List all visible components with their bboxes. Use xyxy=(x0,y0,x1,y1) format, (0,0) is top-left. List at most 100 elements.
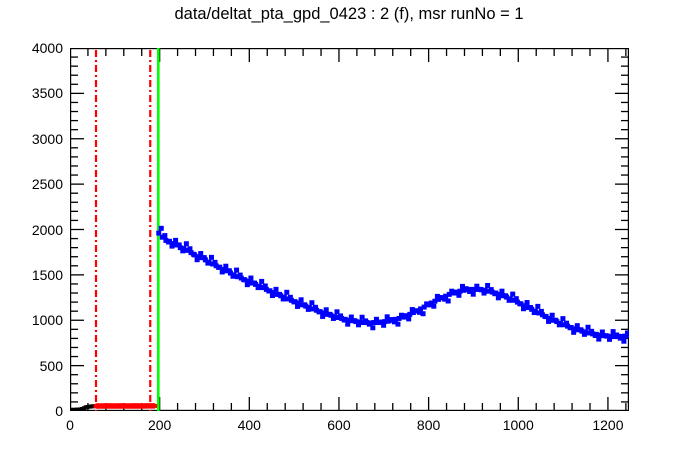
data-point xyxy=(93,404,98,409)
data-point xyxy=(99,404,104,409)
data-point xyxy=(170,241,176,247)
data-point xyxy=(395,321,401,327)
data-point xyxy=(345,321,351,327)
data-point xyxy=(139,404,144,409)
data-point xyxy=(597,332,603,338)
data-point xyxy=(281,294,287,300)
data-point xyxy=(278,293,284,299)
data-series-group xyxy=(70,225,629,411)
data-point xyxy=(378,319,384,325)
data-point xyxy=(381,322,387,328)
data-point xyxy=(453,289,459,295)
data-point xyxy=(106,403,111,408)
data-point xyxy=(507,296,513,302)
data-point xyxy=(547,315,553,321)
data-point xyxy=(524,300,530,306)
data-point xyxy=(153,403,158,408)
data-point xyxy=(391,319,397,325)
data-point xyxy=(346,317,352,323)
data-point xyxy=(262,283,268,289)
data-point xyxy=(593,331,599,337)
data-point xyxy=(309,300,315,306)
data-point xyxy=(474,283,480,289)
y-tick-label: 3500 xyxy=(31,85,63,102)
data-point xyxy=(146,403,151,408)
data-point xyxy=(546,318,552,324)
data-point xyxy=(212,259,218,265)
data-point xyxy=(353,319,359,325)
y-tick-label: 1500 xyxy=(31,266,63,283)
data-point xyxy=(554,319,560,325)
data-point xyxy=(303,303,309,309)
data-point xyxy=(456,292,462,298)
data-point xyxy=(560,316,566,322)
data-point xyxy=(564,320,569,326)
data-point xyxy=(312,304,318,310)
y-tick-label: 1000 xyxy=(31,312,63,329)
data-point xyxy=(599,329,605,335)
data-point xyxy=(382,319,388,325)
data-point xyxy=(253,281,259,287)
data-point xyxy=(208,254,214,260)
data-point xyxy=(220,266,226,272)
axis-frame xyxy=(70,48,629,411)
x-tick-label: 1000 xyxy=(502,417,534,433)
data-point xyxy=(237,272,243,278)
data-point xyxy=(273,286,279,292)
data-point xyxy=(198,251,204,257)
data-point xyxy=(156,230,162,236)
data-point xyxy=(162,233,168,239)
data-point xyxy=(589,328,595,334)
data-point xyxy=(421,304,427,310)
data-point xyxy=(622,333,628,339)
data-point xyxy=(535,303,541,309)
data-point xyxy=(418,306,424,312)
plot-canvas xyxy=(70,48,629,411)
data-point xyxy=(532,308,538,314)
data-point xyxy=(392,316,398,322)
data-point xyxy=(443,293,449,299)
data-point xyxy=(119,403,124,408)
data-point xyxy=(348,314,354,320)
data-point xyxy=(331,314,337,320)
x-tick-label: 0 xyxy=(66,417,74,433)
data-point xyxy=(256,283,262,289)
data-point xyxy=(479,287,485,293)
data-point xyxy=(607,336,613,342)
data-point xyxy=(285,296,291,302)
data-point xyxy=(169,243,175,249)
data-point xyxy=(244,282,250,288)
data-point xyxy=(529,306,535,312)
y-tick-label: 3000 xyxy=(31,130,63,147)
data-point xyxy=(183,241,189,247)
data-point xyxy=(565,323,571,329)
data-point xyxy=(470,291,476,297)
data-point xyxy=(112,404,117,409)
data-point xyxy=(292,299,298,305)
data-point xyxy=(420,311,426,317)
data-point xyxy=(338,313,344,319)
data-point xyxy=(269,293,275,299)
data-point xyxy=(557,320,563,326)
data-point xyxy=(356,322,361,328)
data-point xyxy=(321,310,327,316)
data-point xyxy=(416,309,422,315)
data-point xyxy=(192,252,198,258)
data-point xyxy=(396,315,402,321)
data-point xyxy=(176,242,182,248)
data-point xyxy=(231,272,237,278)
data-point xyxy=(481,290,487,296)
series-background-fit-range xyxy=(93,403,158,409)
data-point xyxy=(296,300,302,306)
data-point xyxy=(173,237,179,243)
data-point xyxy=(298,297,304,303)
data-point xyxy=(357,319,363,325)
data-point xyxy=(328,312,334,318)
y-tick-label: 2000 xyxy=(31,221,63,238)
data-point xyxy=(431,303,437,309)
data-point xyxy=(227,270,233,276)
data-point xyxy=(485,283,491,288)
data-point xyxy=(287,294,293,300)
data-point xyxy=(583,329,589,335)
x-axis-ticks xyxy=(70,48,627,411)
